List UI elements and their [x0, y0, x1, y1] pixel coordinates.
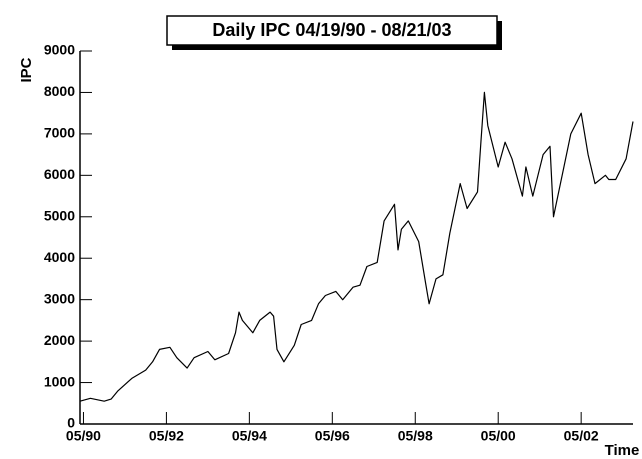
y-tick-label: 1000 — [44, 373, 75, 389]
x-tick-label: 05/90 — [66, 428, 101, 444]
y-tick-label: 3000 — [44, 290, 75, 306]
y-tick-label: 7000 — [44, 125, 75, 141]
x-axis-label: Time — [605, 442, 640, 459]
y-tick-label: 2000 — [44, 332, 75, 348]
y-tick-label: 8000 — [44, 83, 75, 99]
y-tick-label: 9000 — [44, 42, 75, 58]
title-box — [166, 15, 498, 46]
x-tick-label: 05/98 — [398, 428, 433, 444]
y-tick-label: 4000 — [44, 249, 75, 265]
y-tick-label: 6000 — [44, 166, 75, 182]
y-tick-label: 5000 — [44, 207, 75, 223]
x-tick-label: 05/00 — [481, 428, 516, 444]
x-tick-label: 05/02 — [564, 428, 599, 444]
x-tick-label: 05/96 — [315, 428, 350, 444]
price-line — [79, 91, 634, 402]
x-tick-label: 05/92 — [149, 428, 184, 444]
x-tick-label: 05/94 — [232, 428, 267, 444]
y-tick-label: 0 — [67, 415, 75, 431]
chart-title: Daily IPC 04/19/90 - 08/21/03 — [212, 20, 451, 40]
y-axis-label: IPC — [18, 57, 35, 82]
